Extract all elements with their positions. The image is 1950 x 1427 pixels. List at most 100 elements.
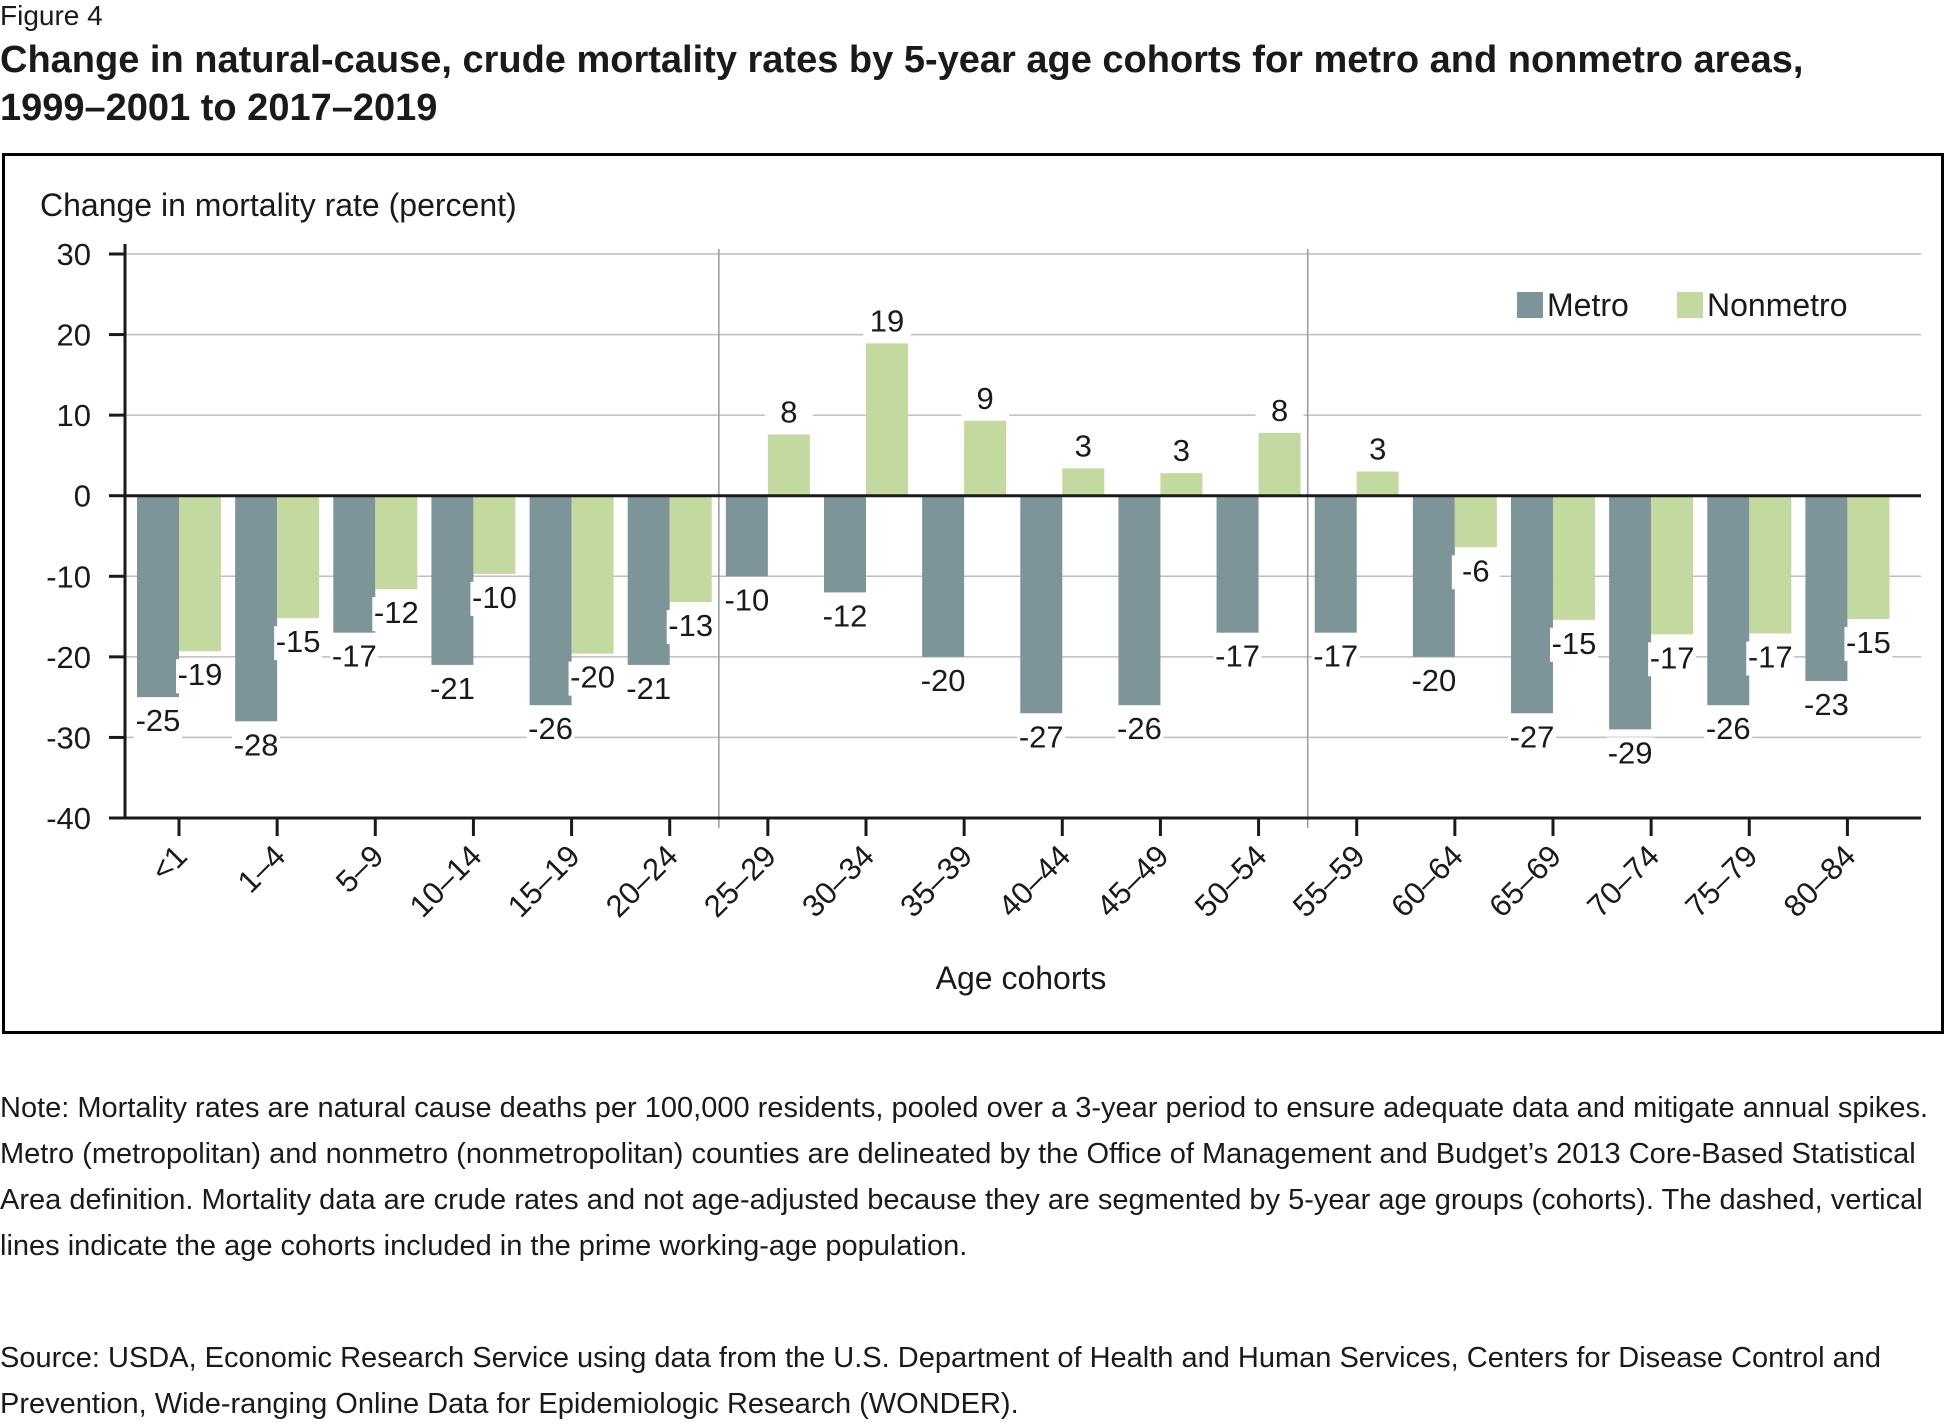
bar-nonmetro-55-59	[1356, 471, 1399, 496]
data-label-background	[1017, 721, 1066, 756]
y-tick-label: -10	[46, 559, 91, 594]
data-label-background	[1213, 640, 1262, 675]
chart-frame: 30 20 10 0 -10 -20 -30 -40 <1 1–4 5–9 10–14 15–19 20–…	[2, 153, 1944, 1034]
bar-metro-15-19	[529, 495, 572, 706]
data-label-background	[568, 661, 617, 696]
data-label-nonmetro-40-44: 3	[1075, 428, 1092, 463]
data-label-background	[1059, 430, 1108, 465]
y-tick-label: 20	[57, 318, 91, 353]
data-label-metro-75-79: -26	[1706, 711, 1751, 746]
bar-nonmetro-75-79	[1749, 495, 1792, 634]
data-label-background	[722, 584, 771, 619]
data-label-background	[526, 713, 575, 748]
data-label-background	[176, 659, 224, 694]
data-label-background	[862, 305, 911, 340]
x-tick-label-30-34: 30–34	[795, 838, 881, 924]
bar-nonmetro-60-64	[1454, 495, 1497, 548]
bar-metro-10-14	[431, 495, 474, 665]
data-label-nonmetro-60-64: -6	[1462, 553, 1490, 588]
x-tick-label-20-24: 20–24	[599, 838, 685, 924]
x-tick-label-15-19: 15–19	[501, 838, 587, 924]
legend-label-metro: Metro	[1547, 287, 1629, 323]
x-tick-label-65-69: 65–69	[1482, 838, 1568, 924]
bar-nonmetro-50-54	[1258, 432, 1301, 496]
data-label-background	[274, 626, 323, 661]
bar-metro-60-64	[1412, 495, 1455, 657]
bar-metro-35-39	[922, 495, 965, 657]
data-label-background	[1451, 555, 1500, 590]
y-tick-label: 30	[57, 237, 91, 272]
bar-nonmetro-35-39	[964, 420, 1007, 496]
bar-nonmetro-65-69	[1552, 495, 1595, 620]
data-label-nonmetro-80-84: -15	[1846, 625, 1891, 660]
data-label-background	[1648, 642, 1697, 677]
bar-nonmetro-15-19	[571, 495, 614, 654]
x-tick-label-25-29: 25–29	[697, 838, 783, 924]
bar-metro-1	[137, 495, 179, 698]
bar-nonmetro-10-14	[473, 495, 516, 574]
data-label-metro-80-84: -23	[1804, 687, 1849, 722]
data-label-background	[1507, 721, 1556, 756]
data-label-background	[232, 729, 281, 764]
data-label-metro-10-14: -21	[430, 671, 475, 706]
bar-metro-5-9	[333, 495, 376, 633]
x-tick-label-70-74: 70–74	[1580, 838, 1666, 924]
data-label-background	[1157, 435, 1206, 470]
x-tick-label-75-79: 75–79	[1679, 838, 1765, 924]
bar-nonmetro-30-34	[865, 343, 908, 496]
x-tick-label-50-54: 50–54	[1188, 838, 1274, 924]
x-tick-label-40-44: 40–44	[992, 838, 1078, 924]
x-tick-label-1: <1	[144, 838, 194, 888]
data-label-background	[919, 664, 968, 699]
data-label-metro-35-39: -20	[921, 663, 966, 698]
data-label-nonmetro-1: -19	[178, 657, 223, 692]
data-label-metro-65-69: -27	[1510, 719, 1555, 754]
data-label-nonmetro-55-59: 3	[1369, 432, 1386, 467]
bar-metro-30-34	[823, 495, 866, 593]
y-tick-label: 10	[57, 398, 91, 433]
x-tick-label-1-4: 1–4	[231, 838, 292, 899]
data-label-background	[1353, 433, 1402, 468]
data-label-metro-25-29: -10	[724, 582, 769, 617]
chart-note: Note: Mortality rates are natural cause …	[0, 1092, 1929, 1262]
bar-metro-25-29	[725, 495, 768, 577]
data-label-background	[372, 597, 421, 632]
bar-nonmetro-80-84	[1847, 495, 1890, 619]
data-label-nonmetro-45-49: 3	[1173, 433, 1190, 468]
data-label-metro-55-59: -17	[1313, 639, 1358, 674]
data-label-nonmetro-25-29: 8	[780, 394, 797, 429]
data-label-nonmetro-70-74: -17	[1650, 640, 1695, 675]
data-label-background	[1746, 641, 1795, 676]
data-label-background	[961, 382, 1010, 417]
data-label-nonmetro-50-54: 8	[1271, 393, 1288, 428]
chart-svg: 30 20 10 0 -10 -20 -30 -40 <1 1–4 5–9 10–14 15–19 20–…	[40, 187, 1921, 996]
data-label-nonmetro-10-14: -10	[472, 580, 517, 615]
data-label-background	[1255, 394, 1304, 429]
data-label-metro-60-64: -20	[1411, 663, 1456, 698]
prime-working-age-dividers	[718, 249, 1309, 828]
data-label-nonmetro-15-19: -20	[570, 660, 615, 695]
data-label-nonmetro-5-9: -12	[374, 595, 419, 630]
bar-metro-20-24	[627, 495, 670, 665]
data-label-background	[666, 610, 715, 645]
data-label-background	[330, 640, 379, 675]
bar-nonmetro-1-4	[277, 495, 320, 619]
x-axis-title: Age cohorts	[936, 960, 1107, 996]
x-tick-label-55-59: 55–59	[1286, 838, 1372, 924]
legend: Metro Nonmetro	[1517, 287, 1848, 323]
data-label-nonmetro-1-4: -15	[276, 624, 321, 659]
data-label-metro-40-44: -27	[1019, 719, 1064, 754]
bar-metro-70-74	[1609, 495, 1652, 730]
data-label-metro-1-4: -28	[234, 727, 279, 762]
bar-metro-65-69	[1510, 495, 1553, 714]
bar-metro-80-84	[1805, 495, 1848, 682]
y-tick-label: -30	[46, 720, 91, 755]
bar-metro-50-54	[1216, 495, 1259, 633]
data-label-nonmetro-20-24: -13	[668, 608, 713, 643]
data-label-background	[1409, 664, 1458, 699]
bar-nonmetro-40-44	[1062, 468, 1105, 496]
data-label-metro-1: -25	[136, 703, 181, 738]
data-label-nonmetro-75-79: -17	[1748, 639, 1793, 674]
data-label-background	[1844, 626, 1893, 661]
data-label-background	[1115, 713, 1164, 748]
